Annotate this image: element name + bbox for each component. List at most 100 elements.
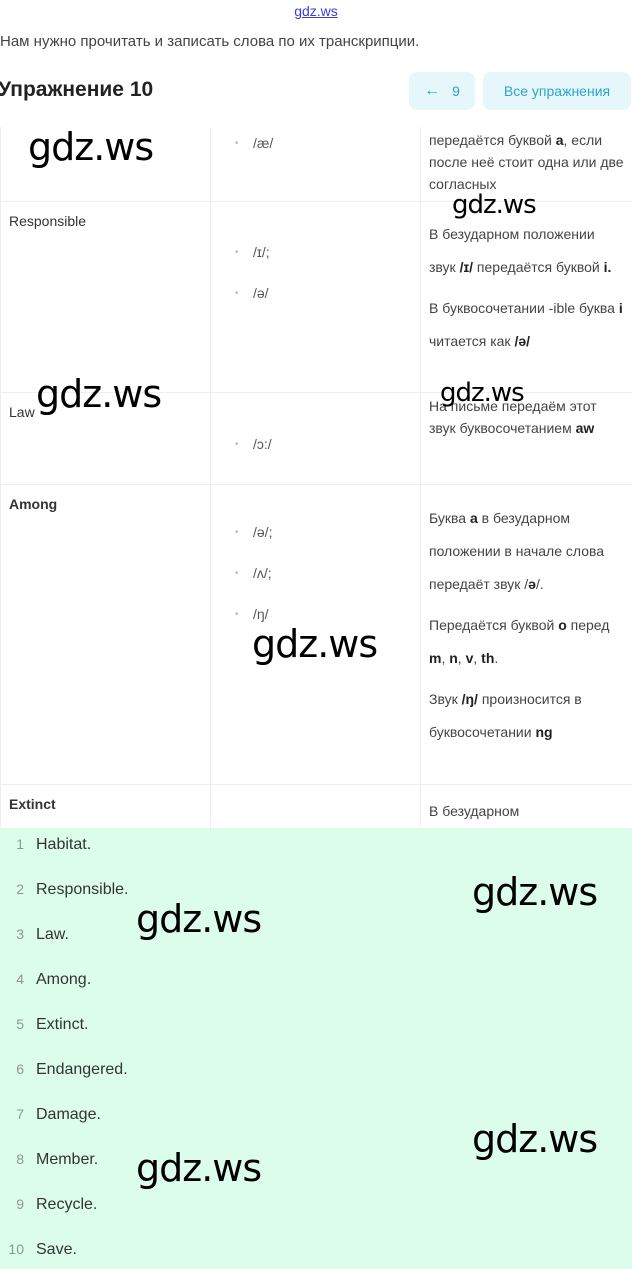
rule-text: На письме передаём этот звук буквосочета…: [429, 398, 597, 436]
rule-text: В буквосочетании -ible буква: [429, 300, 619, 316]
rule-highlight: a: [555, 132, 564, 148]
rule-text: ,: [441, 650, 450, 666]
rule-text: в безударном положении в начале слова пе…: [429, 510, 605, 592]
answer-item: 1 Habitat.: [0, 836, 91, 854]
rule-text: В безударном: [429, 803, 520, 819]
rule-text: ,: [457, 650, 466, 666]
rule-text: Звук: [429, 691, 462, 707]
watermark: gdz.ws: [440, 378, 525, 408]
transcription-item: /ɪ/;: [235, 822, 421, 828]
rule-highlight: /ɪ/: [459, 259, 474, 275]
transcription-table: /æ/передаётся буквой a, если после неё с…: [0, 127, 632, 828]
rule-paragraph: В безударном положении звук /ɪ/ передаёт…: [429, 218, 624, 284]
transcription-list: /ɔ:/: [235, 430, 421, 459]
watermark: gdz.ws: [36, 372, 162, 416]
rule-highlight: /ə/: [514, 333, 531, 349]
answer-text: Habitat.: [36, 836, 92, 853]
rule-text: /.: [535, 576, 544, 592]
all-exercises-button[interactable]: Все упражнения: [483, 72, 631, 110]
watermark: gdz.ws: [472, 870, 598, 914]
rule-text: , если после неё стоит одна или две согл…: [429, 132, 624, 192]
answer-item: 6 Endangered.: [0, 1061, 128, 1079]
transcription-list: /ɪ/;/ə/: [235, 238, 421, 320]
answer-item: 7 Damage.: [0, 1106, 101, 1124]
watermark: gdz.ws: [252, 622, 378, 666]
rule-text: произносится в буквосочетании: [429, 691, 582, 740]
rule-cell: передаётся буквой a, если после неё стои…: [420, 127, 632, 201]
answer-text: Recycle.: [36, 1196, 98, 1213]
rule-highlight: v: [465, 650, 474, 666]
answer-item: 10 Save.: [0, 1241, 77, 1259]
word-cell: Extinct: [0, 784, 211, 828]
transcription-cell: /ə/;/ʌ/;/ŋ/: [210, 484, 421, 784]
site-link[interactable]: gdz.ws: [294, 3, 338, 19]
rule-highlight: ə: [528, 576, 536, 592]
table-row: Among/ə/;/ʌ/;/ŋ/Буква a в безударном пол…: [0, 484, 632, 785]
answer-text: Member.: [36, 1151, 99, 1168]
word-cell: Law: [0, 392, 211, 484]
answer-number: 3: [16, 926, 24, 942]
answer-item: 3 Law.: [0, 926, 69, 944]
answer-number: 6: [16, 1061, 24, 1077]
transcription-list: /æ/: [235, 129, 421, 158]
answer-text: Extinct.: [36, 1016, 89, 1033]
watermark: gdz.ws: [472, 1117, 598, 1161]
rule-paragraph: В безударном: [429, 800, 624, 822]
rule-text: Буква: [429, 510, 470, 526]
rule-text: Передаётся буквой: [429, 617, 559, 633]
table-row: /æ/передаётся буквой a, если после неё с…: [0, 127, 632, 202]
answer-number: 5: [16, 1016, 24, 1032]
rule-highlight: i.: [603, 259, 612, 275]
transcription-cell: /ɪ/;: [210, 784, 421, 828]
transcription-cell: /ɪ/;/ə/: [210, 201, 421, 392]
table-row: Responsible/ɪ/;/ə/В безударном положении…: [0, 201, 632, 393]
answer-item: 9 Recycle.: [0, 1196, 97, 1214]
answer-number: 8: [16, 1151, 24, 1167]
rule-text: передаётся буквой: [473, 259, 604, 275]
answer-number: 4: [16, 971, 24, 987]
transcription-item: /ə/;: [235, 518, 421, 559]
word-cell: Responsible: [0, 201, 211, 392]
rule-paragraph: На письме передаём этот звук буквосочета…: [429, 395, 624, 439]
table-row: Law/ɔ:/ На письме передаём этот звук букв…: [0, 392, 632, 485]
answer-text: Damage.: [36, 1106, 101, 1123]
word-cell: Among: [0, 484, 211, 784]
answer-number: 9: [16, 1196, 24, 1212]
answer-number: 2: [16, 881, 24, 897]
watermark: gdz.ws: [28, 125, 154, 169]
rule-text: ,: [473, 650, 482, 666]
transcription-cell: /ɔ:/: [210, 392, 421, 484]
answer-text: Among.: [36, 971, 92, 988]
rule-paragraph: Передаётся буквой o перед m, n, v, th.: [429, 609, 624, 675]
answer-item: 2 Responsible.: [0, 881, 128, 899]
transcription-item: /ə/: [235, 279, 421, 320]
answer-item: 5 Extinct.: [0, 1016, 88, 1034]
word-cell: [0, 127, 211, 201]
answer-number: 1: [16, 836, 24, 852]
watermark: gdz.ws: [136, 1146, 262, 1190]
rule-highlight: n: [449, 650, 458, 666]
watermark: gdz.ws: [136, 897, 262, 941]
rule-text: В безударном положении звук: [429, 226, 595, 275]
rule-highlight: a: [469, 510, 478, 526]
rule-text: передаётся буквой: [429, 132, 556, 148]
rule-highlight: aw: [575, 420, 595, 436]
rule-highlight: m: [429, 650, 442, 666]
rule-paragraph: В буквосочетании -ible буква i читается …: [429, 292, 624, 358]
prev-exercise-button[interactable]: ← 9: [409, 72, 475, 110]
intro-text: Нам нужно прочитать и записать слова по …: [0, 33, 420, 50]
transcription-item: /ɔ:/: [235, 430, 421, 459]
rule-cell: В безударном положении звук /ɪ/ передаёт…: [420, 201, 632, 392]
rule-text: перед: [566, 617, 610, 633]
rule-highlight: /ŋ/: [461, 691, 478, 707]
rule-highlight: th: [481, 650, 495, 666]
rule-cell: На письме передаём этот звук буквосочета…: [420, 392, 632, 484]
arrow-left-icon: ←: [424, 82, 441, 99]
page-title: Упражнение 10: [0, 78, 154, 101]
answer-text: Save.: [36, 1241, 77, 1258]
answer-text: Endangered.: [36, 1061, 128, 1078]
rule-paragraph: Буква a в безударном положении в начале …: [429, 502, 624, 601]
transcription-list: /ə/;/ʌ/;/ŋ/: [235, 518, 421, 641]
rule-highlight: o: [558, 617, 567, 633]
watermark: gdz.ws: [452, 190, 537, 220]
